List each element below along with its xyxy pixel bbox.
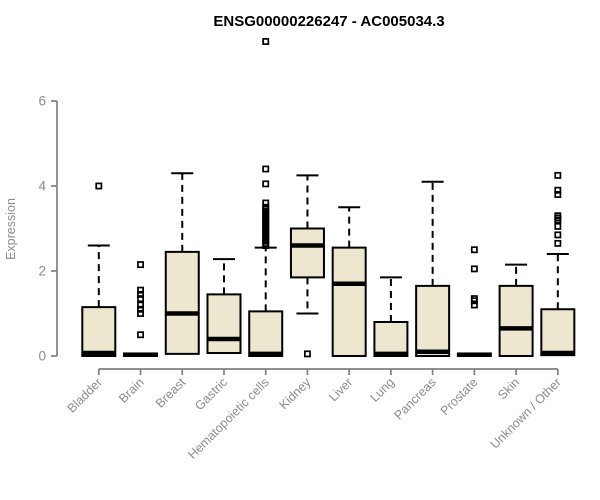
y-axis-title: Expression [4, 198, 18, 260]
y-tick-label: 4 [38, 179, 46, 194]
boxplot-Gastric [206, 258, 242, 355]
outlier-point [137, 301, 144, 309]
x-tick-label-Hematopoietic cells: Hematopoietic cells [185, 375, 272, 462]
boxplot-Liver [331, 206, 367, 357]
x-tick-label-Unknown / Other: Unknown / Other [488, 375, 564, 451]
boxplot-Lung [373, 276, 409, 357]
x-tick-label-Brain: Brain [116, 375, 147, 406]
outlier-point [470, 301, 478, 309]
boxplot-Breast [164, 172, 200, 355]
outlier-point [262, 242, 270, 249]
boxplot-Bladder [81, 182, 117, 357]
x-tick-label-Skin: Skin [495, 375, 522, 402]
outlier-point [470, 246, 478, 254]
outlier-point [554, 239, 562, 247]
iqr-box [540, 308, 576, 357]
outlier-point [554, 171, 562, 179]
outlier-point [304, 350, 311, 358]
x-tick-label-Kidney: Kidney [277, 375, 314, 412]
boxplot-Prostate [456, 246, 492, 358]
iqr-box [206, 293, 242, 355]
outlier-point [137, 305, 144, 313]
boxplot-Brain [123, 261, 159, 358]
outlier-point [470, 265, 478, 273]
x-tick-label-Prostate: Prostate [438, 375, 481, 418]
outlier-point [554, 216, 562, 224]
boxplot-Unknown / Other [540, 171, 576, 357]
outlier-point [262, 165, 270, 173]
iqr-box [373, 321, 409, 357]
iqr-box [331, 246, 367, 357]
iqr-box [289, 227, 325, 279]
outlier-point [554, 222, 562, 230]
outlier-point [262, 38, 270, 45]
iqr-box [498, 284, 534, 357]
outlier-point [137, 290, 144, 298]
x-tick-label-Gastric: Gastric [192, 375, 230, 413]
iqr-box [164, 250, 200, 355]
outlier-point [554, 186, 562, 194]
x-tick-label-Pancreas: Pancreas [392, 375, 439, 422]
iqr-box [248, 310, 284, 357]
outlier-point [137, 331, 144, 339]
y-tick-label: 6 [38, 94, 46, 109]
x-tick-label-Liver: Liver [326, 375, 355, 404]
x-tick-label-Lung: Lung [367, 375, 397, 405]
outlier-point [262, 199, 270, 207]
chart-title: ENSG00000226247 - AC005034.3 [213, 13, 444, 30]
boxplot-Kidney [289, 174, 325, 358]
outlier-point [137, 310, 144, 317]
iqr-box [81, 306, 117, 357]
x-tick-label-Breast: Breast [153, 375, 189, 411]
boxplot-Skin [498, 263, 534, 357]
y-tick-label: 2 [38, 264, 46, 279]
outlier-point [470, 297, 478, 305]
outlier-point [554, 191, 562, 198]
outlier-point [95, 182, 103, 190]
boxplot-Hematopoietic cells [248, 38, 284, 357]
iqr-box [415, 284, 451, 357]
outlier-point [137, 261, 144, 269]
outlier-point [554, 231, 562, 239]
outlier-point [262, 180, 270, 188]
boxplot-Pancreas [415, 180, 451, 357]
x-tick-label-Bladder: Bladder [65, 375, 105, 415]
y-tick-label: 0 [38, 349, 46, 364]
plot-layer: 0 2 4 6 Bladder Brain Breast GastricHematopoiet… [38, 38, 576, 462]
outlier-point [137, 286, 144, 294]
outlier-point [137, 295, 144, 303]
